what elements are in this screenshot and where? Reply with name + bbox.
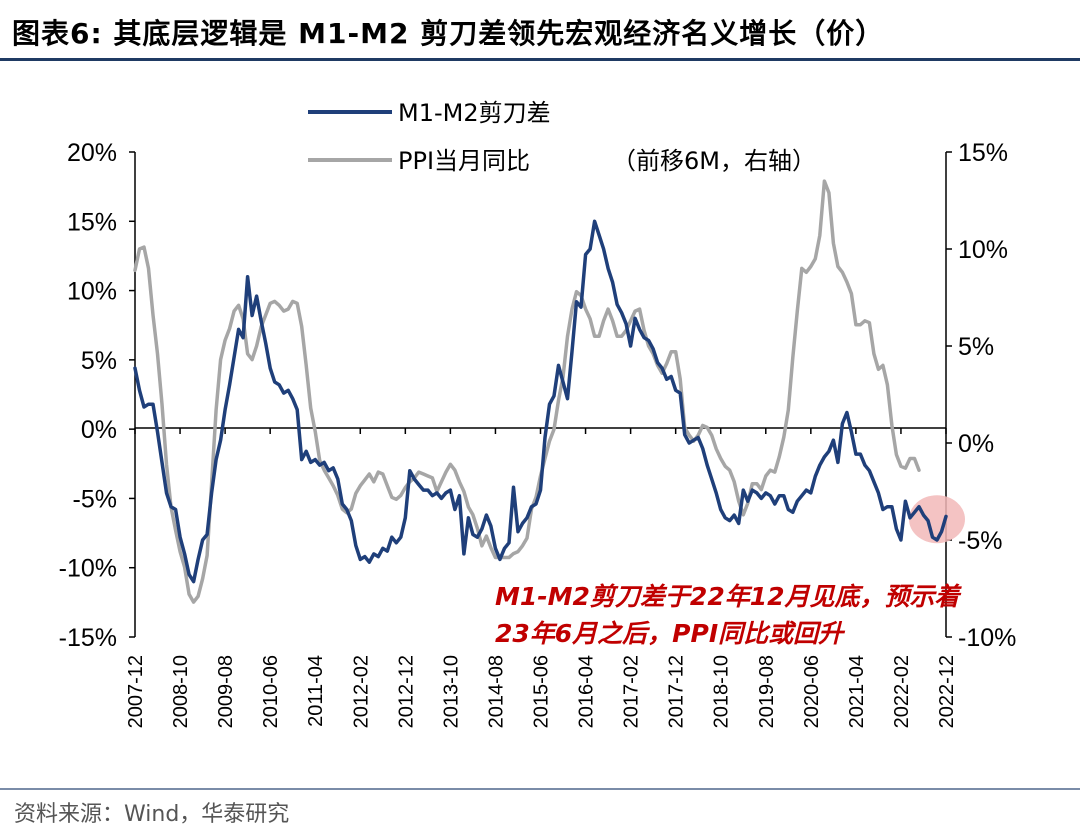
chart-legend: M1-M2剪刀差 PPI当月同比 （前移6M，右轴） <box>308 99 816 175</box>
left-tick-label: -15% <box>59 624 117 652</box>
chart-axes: 20% 15% 10% 5% 0% -5% -10% -15% 15% 10% 5% 0% -5% -10… <box>59 139 1017 728</box>
x-tick-label: 2018-10 <box>711 655 733 728</box>
x-tick-label: 2017-12 <box>666 655 688 728</box>
legend-label-m1-m2: M1-M2剪刀差 <box>398 99 551 127</box>
legend-note-ppi: （前移6M，右轴） <box>612 147 816 175</box>
x-tick-label: 2019-08 <box>756 655 778 728</box>
left-tick-label: 0% <box>81 416 117 444</box>
x-tick-label: 2008-10 <box>170 655 192 728</box>
right-tick-label: -10% <box>958 624 1016 652</box>
left-tick-label: -5% <box>73 485 117 513</box>
right-tick-label: 10% <box>958 236 1008 264</box>
x-tick-label: 2007-12 <box>125 655 147 728</box>
chart-series-layer <box>133 179 965 604</box>
x-tick-label: 2016-04 <box>576 655 598 728</box>
annotation-line: M1-M2剪刀差于22年12月见底，预示着 <box>495 582 963 611</box>
chart: 20% 15% 10% 5% 0% -5% -10% -15% 15% 10% 5% 0% -5% -10… <box>59 99 1017 728</box>
x-tick-label: 2014-08 <box>485 655 507 728</box>
right-tick-label: 0% <box>958 430 994 458</box>
title-rule <box>0 58 1080 61</box>
x-tick-label: 2010-06 <box>260 655 282 728</box>
x-tick-label: 2017-02 <box>621 655 643 728</box>
left-tick-label: 5% <box>81 347 117 375</box>
x-tick-label: 2011-04 <box>305 655 327 727</box>
x-tick-label: 2009-08 <box>215 655 237 728</box>
series-line-m1-m2 <box>133 219 948 584</box>
legend-label-ppi: PPI当月同比 <box>398 147 530 175</box>
x-tick-label: 2022-12 <box>936 655 958 728</box>
footer-rule <box>0 788 1080 790</box>
header: 图表6: 其底层逻辑是 M1-M2 剪刀差领先宏观经济名义增长（价） <box>0 0 1080 61</box>
x-tick-label: 2020-06 <box>801 655 823 728</box>
left-tick-label: 20% <box>67 139 117 167</box>
x-tick-label: 2015-06 <box>531 655 553 728</box>
x-tick-label: 2022-02 <box>891 655 913 728</box>
left-tick-label: -10% <box>59 555 117 583</box>
annotation-line: 23年6月之后，PPI同比或回升 <box>495 619 846 648</box>
highlight-circle <box>908 495 965 544</box>
left-tick-label: 10% <box>67 278 117 306</box>
x-tick-label: 2012-12 <box>395 655 417 728</box>
x-tick-label: 2012-02 <box>350 655 372 728</box>
chart-annotation: M1-M2剪刀差于22年12月见底，预示着 23年6月之后，PPI同比或回升 <box>495 582 963 648</box>
x-tick-label: 2013-10 <box>440 655 462 728</box>
series-line-ppi <box>133 179 921 604</box>
x-tick-label: 2021-04 <box>846 655 868 728</box>
right-tick-label: 5% <box>958 333 994 361</box>
source-note: 资料来源：Wind，华泰研究 <box>14 802 290 827</box>
right-tick-label: 15% <box>958 139 1008 167</box>
right-tick-label: -5% <box>958 527 1002 555</box>
figure-title: 图表6: 其底层逻辑是 M1-M2 剪刀差领先宏观经济名义增长（价） <box>12 17 885 50</box>
left-tick-label: 15% <box>67 208 117 236</box>
